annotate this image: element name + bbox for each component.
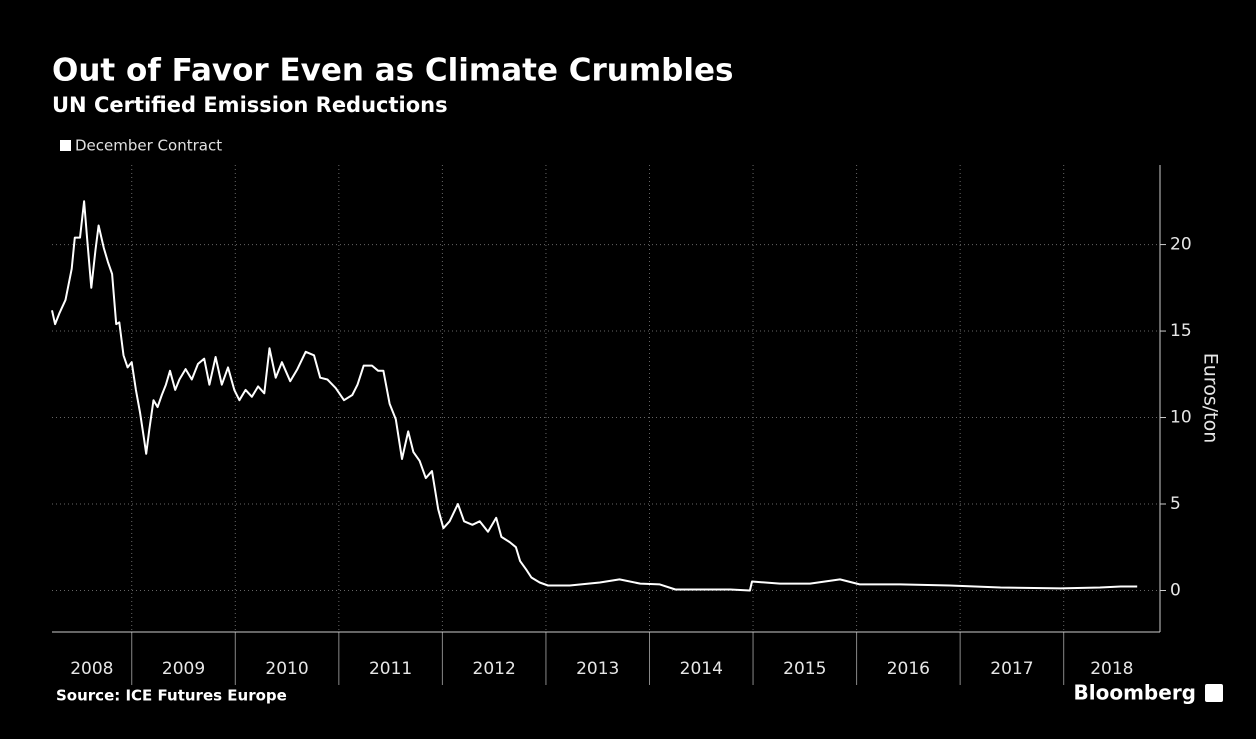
x-tick-label: 2016 bbox=[887, 659, 930, 679]
legend-label: December Contract bbox=[75, 137, 222, 155]
x-tick-label: 2015 bbox=[783, 659, 826, 679]
chart-title: Out of Favor Even as Climate Crumbles bbox=[52, 53, 733, 89]
y-tick-label: 0 bbox=[1170, 580, 1181, 600]
x-tick-label: 2017 bbox=[990, 659, 1033, 679]
x-tick-label: 2014 bbox=[680, 659, 723, 679]
y-tick-label: 20 bbox=[1170, 235, 1192, 255]
brand-icon bbox=[1205, 684, 1223, 702]
x-tick-label: 2018 bbox=[1090, 659, 1133, 679]
x-tick-label: 2010 bbox=[265, 659, 308, 679]
x-tick-label: 2013 bbox=[576, 659, 619, 679]
y-axis-label: Euros/ton bbox=[1200, 353, 1222, 443]
x-tick-label: 2011 bbox=[369, 659, 412, 679]
y-tick-label: 15 bbox=[1170, 321, 1192, 341]
chart-subtitle: UN Certified Emission Reductions bbox=[52, 93, 448, 117]
line bbox=[51, 200, 1138, 592]
y-tick-label: 10 bbox=[1170, 408, 1192, 428]
x-tick-label: 2008 bbox=[70, 659, 113, 679]
x-tick-label: 2012 bbox=[473, 659, 516, 679]
brand: Bloomberg bbox=[1074, 681, 1196, 705]
source: Source: ICE Futures Europe bbox=[56, 687, 287, 705]
x-tick-label: 2009 bbox=[162, 659, 205, 679]
y-tick-label: 5 bbox=[1170, 494, 1181, 514]
legend-swatch bbox=[60, 140, 71, 151]
